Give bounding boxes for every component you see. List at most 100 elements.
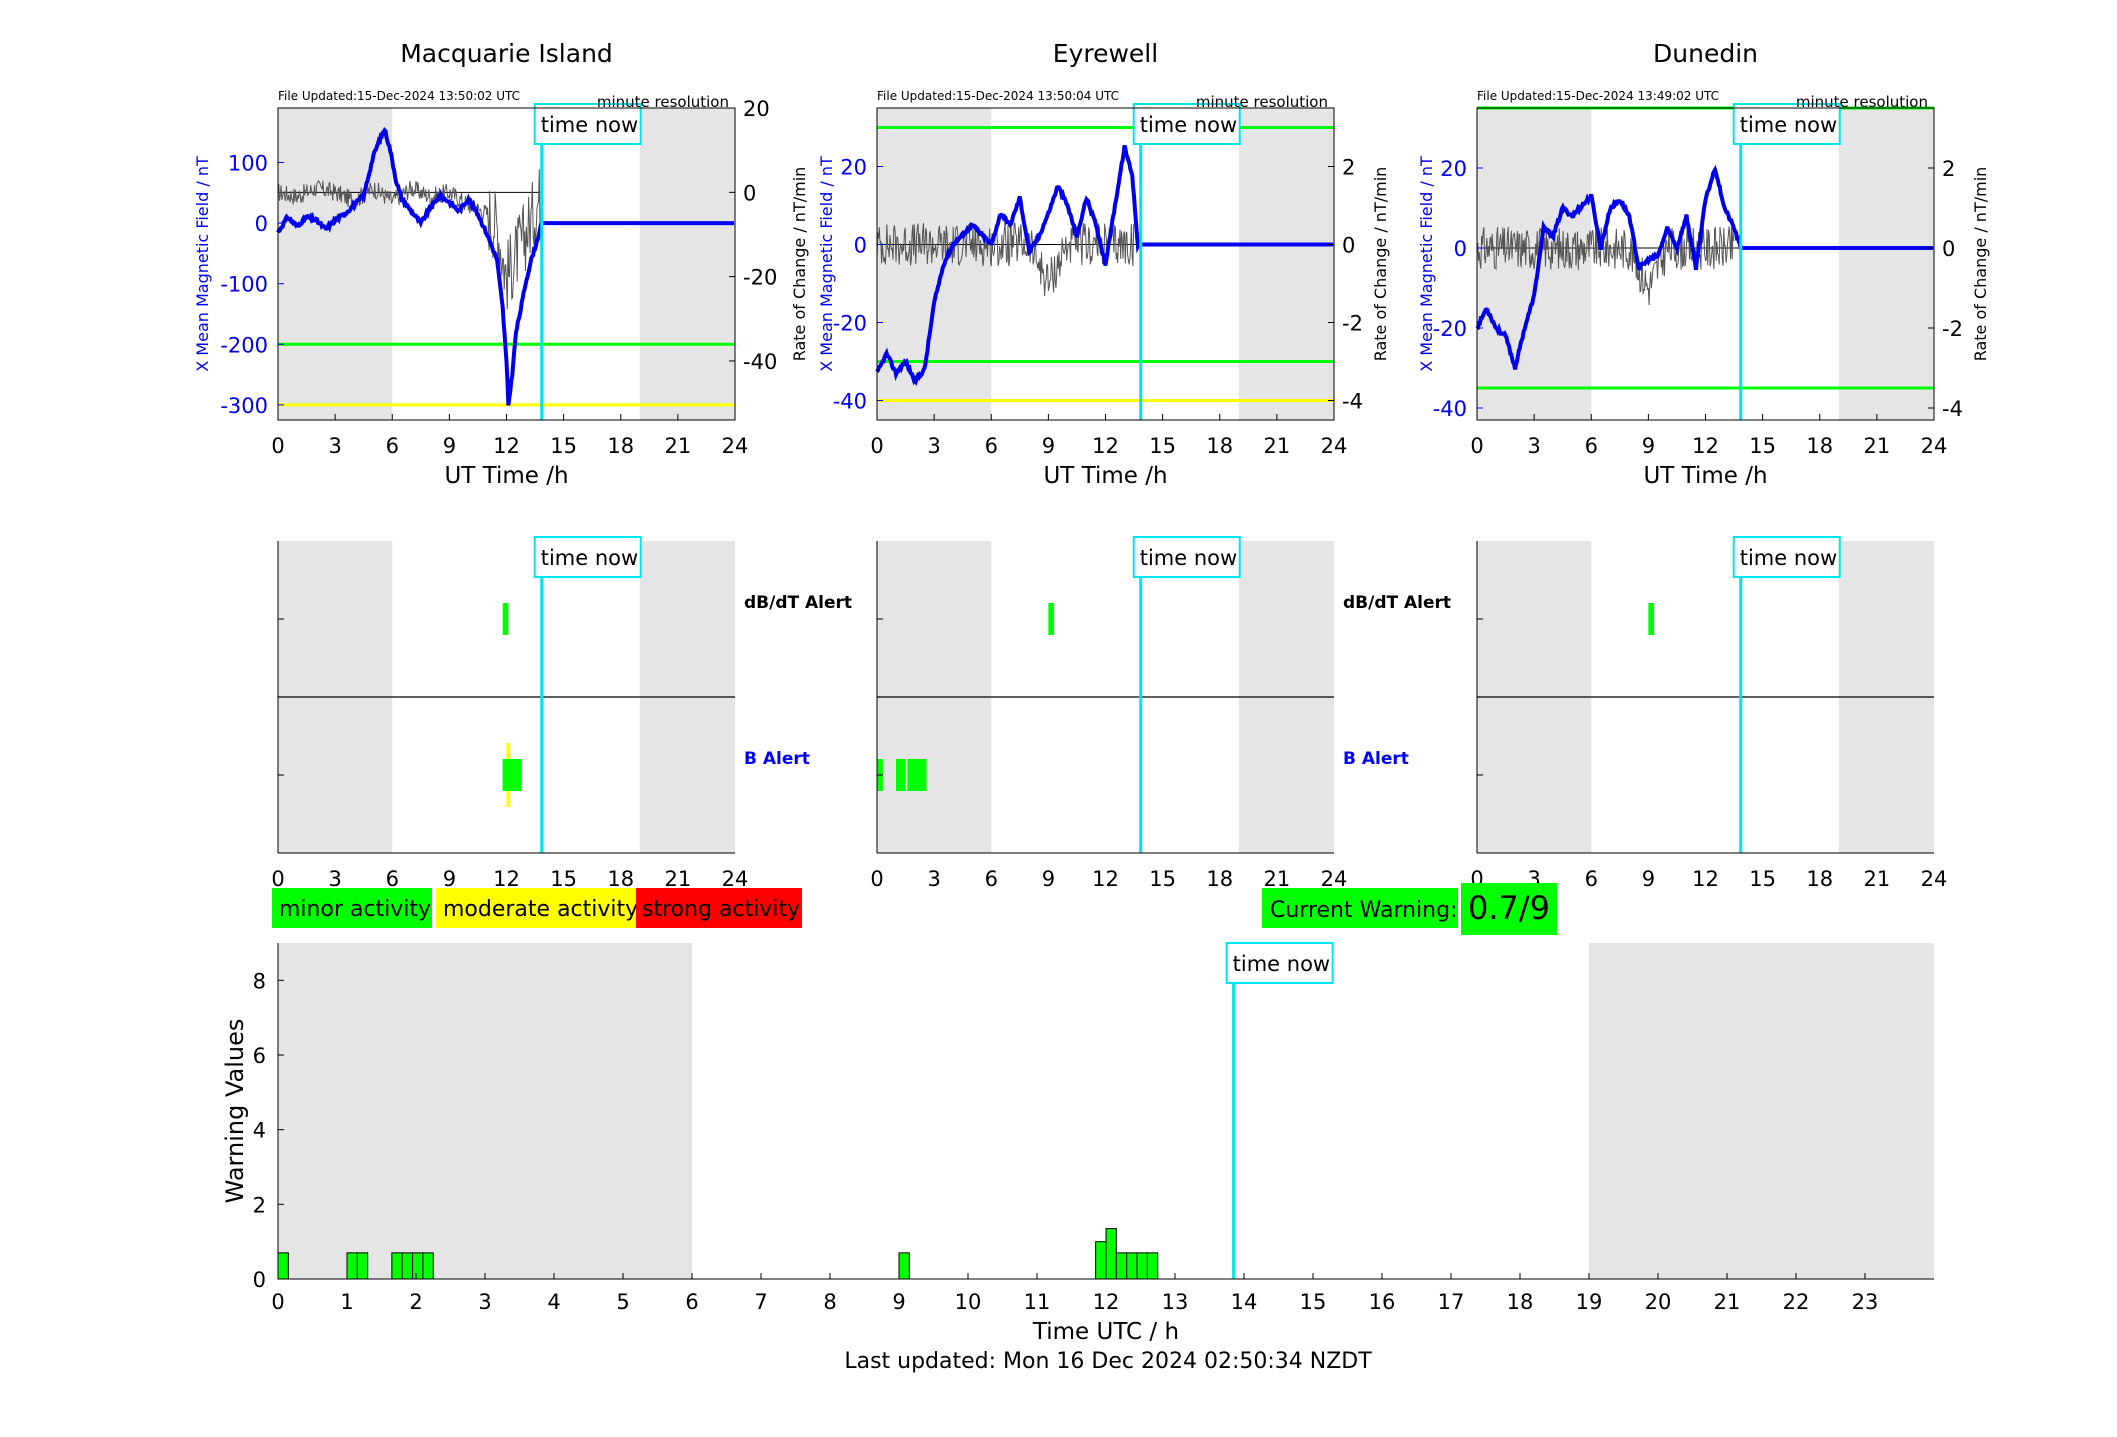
y-tick-label: 6 bbox=[253, 1044, 266, 1068]
b-alert-label: B Alert bbox=[1343, 749, 1409, 769]
station-title: Dunedin bbox=[1653, 39, 1758, 68]
y-right-tick-label: 20 bbox=[743, 97, 770, 121]
time-now-box bbox=[1132, 536, 1241, 578]
x-tick-label: 15 bbox=[550, 434, 577, 458]
dbdt-alert-label: dB/dT Alert bbox=[744, 593, 852, 613]
file-updated-text: File Updated:15-Dec-2024 13:50:02 UTC bbox=[278, 89, 520, 103]
x-tick-label: 3 bbox=[927, 867, 940, 891]
x-tick-label: 24 bbox=[1921, 867, 1948, 891]
b-alert-bar bbox=[896, 759, 906, 791]
x-tick-label: 20 bbox=[1645, 1290, 1672, 1314]
y-left-tick-label: -20 bbox=[1433, 317, 1467, 341]
rate-of-change-series bbox=[876, 222, 1135, 297]
y-left-tick-label: 0 bbox=[854, 234, 867, 258]
y-tick-label: 4 bbox=[253, 1119, 266, 1143]
y-right-tick-label: 0 bbox=[1942, 237, 1955, 261]
time-now-label: time now bbox=[1140, 113, 1237, 137]
x-tick-label: 3 bbox=[328, 434, 341, 458]
y-right-tick-label: -4 bbox=[1942, 397, 1963, 421]
y-tick-label: 8 bbox=[253, 969, 266, 993]
warning-bar bbox=[1115, 1252, 1128, 1280]
warning-bar bbox=[277, 1252, 289, 1280]
x-tick-label: 16 bbox=[1369, 1290, 1396, 1314]
magnetic-field-series bbox=[276, 127, 734, 406]
x-tick-label: 12 bbox=[1092, 434, 1119, 458]
alert-panel-1: time now 0 3 6 9 12 15 18 21 24 dB/dT Alert B Alert bbox=[870, 536, 1451, 891]
x-axis-label: UT Time /h bbox=[1043, 463, 1167, 489]
plot-layer: Macquarie Island time now File Updated:15-… bbox=[193, 39, 1990, 1345]
x-tick-label: 24 bbox=[722, 434, 749, 458]
y-left-tick-label: 0 bbox=[1454, 237, 1467, 261]
x-tick-label: 0 bbox=[271, 1290, 284, 1314]
x-tick-label: 21 bbox=[1264, 867, 1291, 891]
x-tick-label: 15 bbox=[1749, 867, 1776, 891]
x-axis-label: UT Time /h bbox=[444, 463, 568, 489]
x-tick-label: 15 bbox=[1749, 434, 1776, 458]
y-right-tick-label: -20 bbox=[743, 266, 777, 290]
y-left-tick-label: -40 bbox=[1433, 397, 1467, 421]
x-tick-label: 18 bbox=[1806, 867, 1833, 891]
x-tick-label: 18 bbox=[1206, 867, 1233, 891]
y-right-tick-label: -4 bbox=[1342, 390, 1363, 414]
x-tick-label: 3 bbox=[1527, 434, 1540, 458]
warning-bar bbox=[898, 1252, 910, 1280]
warning-bar bbox=[356, 1252, 369, 1280]
x-tick-label: 9 bbox=[443, 434, 456, 458]
x-tick-label: 13 bbox=[1162, 1290, 1189, 1314]
y-right-axis-label: Rate of Change / nT/min bbox=[1371, 167, 1390, 362]
x-axis-label: UT Time /h bbox=[1643, 463, 1767, 489]
x-tick-label: 21 bbox=[665, 434, 692, 458]
x-tick-label: 15 bbox=[550, 867, 577, 891]
x-tick-label: 9 bbox=[443, 867, 456, 891]
last-updated-text: Last updated: Mon 16 Dec 2024 02:50:34 N… bbox=[844, 1349, 1372, 1374]
current-warning-value: 0.7/9 bbox=[1468, 889, 1550, 927]
legend-minor-swatch bbox=[272, 888, 432, 928]
y-right-tick-label: 0 bbox=[1342, 234, 1355, 258]
x-tick-label: 9 bbox=[1642, 867, 1655, 891]
x-tick-label: 24 bbox=[1321, 434, 1348, 458]
station-title: Eyrewell bbox=[1053, 39, 1158, 68]
x-tick-label: 6 bbox=[386, 867, 399, 891]
x-tick-label: 10 bbox=[955, 1290, 982, 1314]
warning-bar bbox=[422, 1252, 434, 1280]
time-now-label: time now bbox=[541, 546, 638, 570]
x-tick-label: 12 bbox=[1092, 867, 1119, 891]
legend-minor-label: minor activity bbox=[279, 897, 431, 922]
night-shading bbox=[1238, 108, 1334, 420]
magnetic-field-series bbox=[875, 144, 1333, 387]
y-left-tick-label: 20 bbox=[840, 156, 867, 180]
station-title: Macquarie Island bbox=[400, 39, 613, 68]
x-tick-label: 18 bbox=[607, 434, 634, 458]
x-tick-label: 18 bbox=[1507, 1290, 1534, 1314]
x-tick-label: 6 bbox=[1585, 867, 1598, 891]
y-right-axis-label: Rate of Change / nT/min bbox=[1971, 167, 1990, 362]
x-tick-label: 11 bbox=[1024, 1290, 1051, 1314]
x-tick-label: 23 bbox=[1852, 1290, 1879, 1314]
dbdt-alert-bar bbox=[1048, 603, 1055, 635]
x-tick-label: 9 bbox=[892, 1290, 905, 1314]
x-tick-label: 9 bbox=[1042, 867, 1055, 891]
x-tick-label: 12 bbox=[493, 867, 520, 891]
night-shading bbox=[639, 108, 735, 420]
x-tick-label: 0 bbox=[1470, 434, 1483, 458]
y-left-tick-label: -200 bbox=[220, 333, 268, 357]
x-tick-label: 6 bbox=[985, 434, 998, 458]
warning-bar bbox=[346, 1252, 358, 1280]
y-right-tick-label: -2 bbox=[1342, 312, 1363, 336]
resolution-text: minute resolution bbox=[1196, 93, 1328, 111]
x-tick-label: 18 bbox=[1806, 434, 1833, 458]
time-now-label: time now bbox=[1233, 952, 1330, 976]
y-left-tick-label: 0 bbox=[255, 212, 268, 236]
x-tick-label: 12 bbox=[1692, 867, 1719, 891]
b-alert-bar bbox=[502, 759, 522, 791]
y-left-tick-label: -300 bbox=[220, 394, 268, 418]
dbdt-alert-label: dB/dT Alert bbox=[1343, 593, 1451, 613]
y-tick-label: 2 bbox=[253, 1193, 266, 1217]
y-right-tick-label: 2 bbox=[1342, 156, 1355, 180]
x-tick-label: 3 bbox=[927, 434, 940, 458]
warning-bar bbox=[391, 1252, 403, 1280]
warning-bar bbox=[1136, 1252, 1148, 1280]
time-now-label: time now bbox=[1140, 546, 1237, 570]
x-tick-label: 8 bbox=[823, 1290, 836, 1314]
